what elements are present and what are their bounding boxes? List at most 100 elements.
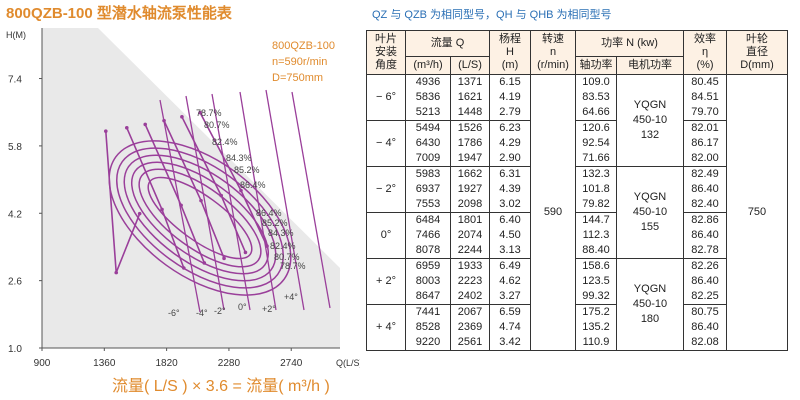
cell-shaft-power-value: 83.53 [582, 91, 610, 103]
header-angle-text: 叶片 安装 角度 [375, 33, 397, 71]
cell-head-value: 6.31 [499, 168, 521, 180]
cell-motor: YQGN 450-10 180 [616, 258, 684, 351]
cell-angle: 0° [366, 212, 406, 259]
cell-flow-m3-value: 6430 [415, 137, 441, 149]
cell-efficiency-value: 82.78 [691, 244, 719, 256]
flow-conversion-formula: 流量( L/S ) × 3.6 = 流量( m³/h ) [112, 378, 330, 395]
cell-shaft-power-value: 79.82 [582, 198, 610, 210]
cell-flow-ls-value: 1927 [457, 183, 483, 195]
cell-efficiency-value: 82.00 [691, 152, 719, 164]
cell-angle: − 6° [366, 74, 406, 121]
cell-head-value: 4.29 [499, 137, 521, 149]
cell-flow-m3-value: 7009 [415, 152, 441, 164]
header-eff-text: 效率 η (%) [694, 33, 716, 71]
efficiency-contour [130, 161, 270, 275]
y-tick-label: 1.0 [8, 344, 22, 355]
cell-head: 6.15 4.19 2.79 [489, 74, 531, 121]
cell-efficiency-value: 86.17 [691, 137, 719, 149]
working-line [185, 95, 225, 311]
cell-flow-ls-value: 2402 [457, 290, 483, 302]
angle-label: -2° [214, 306, 226, 316]
working-line [265, 89, 305, 311]
efficiency-label: 85.2% [234, 165, 260, 175]
cell-impeller: 750 [726, 74, 788, 351]
efficiency-label: 85.2% [262, 218, 288, 228]
cell-head-value: 3.42 [499, 336, 521, 348]
cell-flow-m3-value: 8647 [415, 290, 441, 302]
cell-shaft-power: 158.6 123.5 99.32 [575, 258, 617, 305]
cell-efficiency: 82.26 86.40 82.25 [683, 258, 727, 305]
table-row: − 4° 5494 6430 7009 1526 1786 1947 6.23 4.29 2.90… [366, 120, 788, 167]
blade-angle-point [124, 125, 129, 130]
cell-head: 6.59 4.74 3.42 [489, 304, 531, 351]
cell-flow-m3-value: 5983 [415, 168, 441, 180]
cell-shaft-power-value: 88.40 [582, 244, 610, 256]
cell-flow-m3-value: 6937 [415, 183, 441, 195]
efficiency-label: 82.4% [212, 137, 238, 147]
cell-head-value: 4.62 [499, 275, 521, 287]
cell-efficiency: 80.75 86.40 82.08 [683, 304, 727, 351]
efficiency-contour [123, 154, 277, 282]
cell-angle: − 4° [366, 120, 406, 167]
cell-efficiency-value: 82.86 [691, 214, 719, 226]
blade-angle-point [219, 193, 224, 198]
blade-angle-point [222, 256, 226, 261]
cell-flow-m3-value: 7466 [415, 229, 441, 241]
cell-efficiency: 82.49 86.40 82.40 [683, 166, 727, 213]
cell-flow-ls-value: 1662 [457, 168, 483, 180]
cell-flow-m3-value: 5494 [415, 122, 441, 134]
cell-flow-ls: 2067 2369 2561 [450, 304, 490, 351]
header-shaft-power: 轴功率 [575, 56, 617, 75]
x-axis-label: Q(L/S) [336, 358, 360, 368]
header-head-text: 杨程 H (m) [499, 33, 521, 71]
efficiency-label: 80.7% [204, 120, 230, 130]
table-row: − 2° 5983 6937 7553 1662 1927 2098 6.31 4.39 3.02… [366, 166, 788, 259]
cell-head-value: 4.39 [499, 183, 521, 195]
y-tick-label: 7.4 [8, 75, 22, 86]
cell-flow-m3-value: 7441 [415, 306, 441, 318]
header-power: 功率 N (kw) [575, 30, 684, 57]
cell-shaft-power-value: 110.9 [582, 336, 610, 348]
angle-label: +2° [262, 304, 276, 314]
cell-flow-ls-value: 1947 [457, 152, 483, 164]
cell-head-value: 6.49 [499, 260, 521, 272]
cell-shaft-power-value: 64.66 [582, 106, 610, 118]
cell-head-value: 4.19 [499, 91, 521, 103]
cell-flow-ls-value: 1448 [457, 106, 483, 118]
cell-shaft-power: 132.3 101.8 79.82 [575, 166, 617, 213]
cell-flow-ls: 1526 1786 1947 [450, 120, 490, 167]
cell-efficiency-value: 79.70 [691, 106, 719, 118]
cell-flow-ls-value: 1801 [457, 214, 483, 226]
table-body: − 6° 4936 5836 5213 1371 1621 1448 6.15 4.19 2.79… [366, 74, 788, 351]
header-impeller: 叶轮 直径 D(mm) [726, 30, 788, 75]
diameter-label: D=750mm [272, 72, 324, 84]
cell-head-value: 2.90 [499, 152, 521, 164]
cell-shaft-power-value: 120.6 [582, 122, 610, 134]
cell-flow-ls-value: 1526 [457, 122, 483, 134]
table-row: + 4° 7441 8528 9220 2067 2369 2561 6.59 4.74 3.42… [366, 304, 788, 351]
cell-head-value: 6.15 [499, 76, 521, 88]
cell-flow-ls-value: 1933 [457, 260, 483, 272]
cell-efficiency-value: 86.40 [691, 229, 719, 241]
x-tick-label: 1820 [155, 358, 178, 369]
cell-efficiency-value: 82.25 [691, 290, 719, 302]
table-row: 0° 6484 7466 8078 1801 2074 2244 6.40 4.50 3.13 14… [366, 212, 788, 259]
header-flow: 流量 Q [405, 30, 490, 57]
efficiency-label: 86.4% [256, 208, 282, 218]
working-line [159, 99, 201, 313]
cell-flow-ls-value: 2067 [457, 306, 483, 318]
cell-flow-m3-value: 5836 [415, 91, 441, 103]
cell-angle: + 2° [366, 258, 406, 305]
header-eff: 效率 η (%) [683, 30, 727, 75]
cell-flow-ls-value: 1371 [457, 76, 483, 88]
efficiency-label: 84.3% [226, 153, 252, 163]
cell-shaft-power: 109.0 83.53 64.66 [575, 74, 617, 121]
cell-flow-ls: 1801 2074 2244 [450, 212, 490, 259]
efficiency-contour [115, 147, 285, 289]
cell-efficiency-value: 86.40 [691, 183, 719, 195]
cell-flow-ls: 1371 1621 1448 [450, 74, 490, 121]
cell-flow-m3-value: 4936 [415, 76, 441, 88]
cell-efficiency-value: 82.01 [691, 122, 719, 134]
cell-head: 6.40 4.50 3.13 [489, 212, 531, 259]
cell-head-value: 6.59 [499, 306, 521, 318]
